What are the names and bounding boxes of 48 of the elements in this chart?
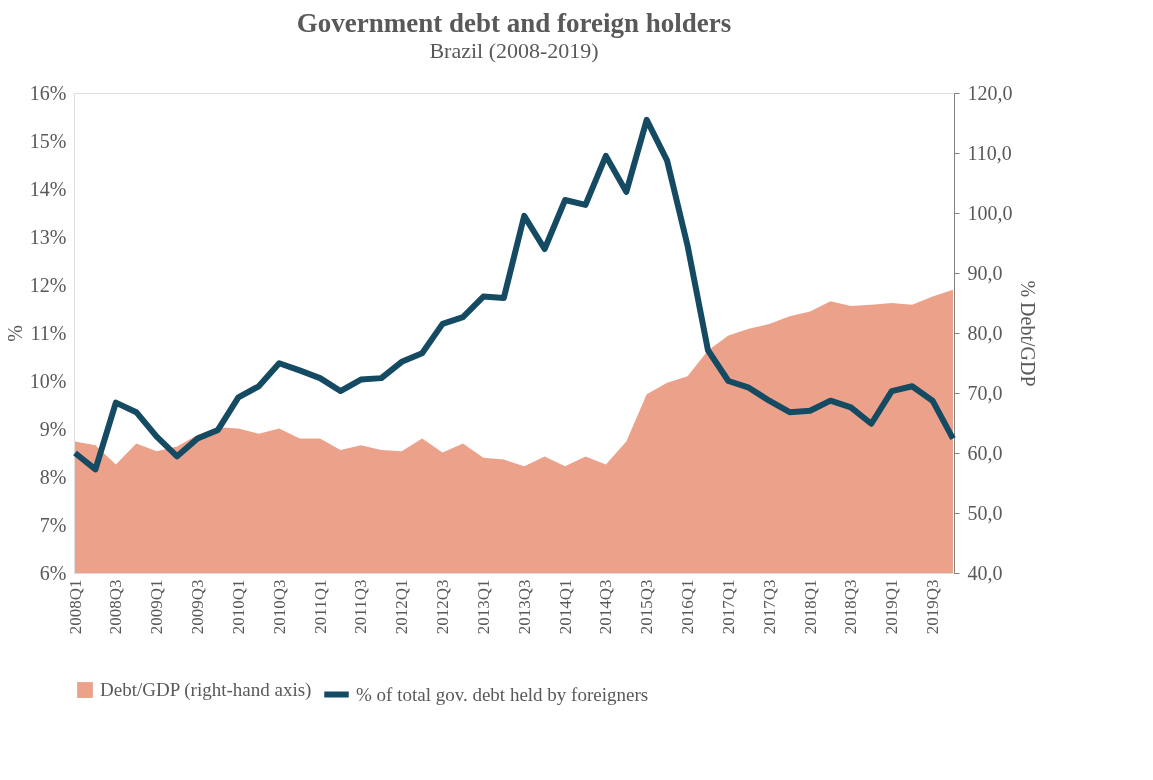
x-tick-label: 2017Q3 xyxy=(759,579,779,635)
x-tick-label: 2009Q3 xyxy=(188,579,208,635)
x-tick-label: 2013Q1 xyxy=(473,579,493,635)
y2-tick-label: 40,0 xyxy=(967,561,1003,584)
y-tick-label: 10% xyxy=(29,369,67,392)
y-tick-label: 12% xyxy=(29,273,67,296)
x-tick-label: 2011Q3 xyxy=(351,579,371,634)
y-tick-label: 13% xyxy=(29,225,67,248)
y2-tick-label: 100,0 xyxy=(967,201,1013,224)
x-tick-label: 2009Q1 xyxy=(147,579,167,635)
y2-tick-label: 110,0 xyxy=(967,141,1012,164)
x-tick-label: 2018Q1 xyxy=(800,579,820,635)
legend-label: % of total gov. debt held by foreigners xyxy=(356,683,649,705)
y-tick-label: 9% xyxy=(39,417,67,440)
x-tick-label: 2008Q3 xyxy=(106,579,126,635)
x-tick-label: 2016Q1 xyxy=(678,579,698,635)
y2-tick-label: 80,0 xyxy=(967,321,1003,344)
y2-tick-label: 120,0 xyxy=(967,81,1013,104)
x-tick-label: 2011Q1 xyxy=(310,579,330,634)
chart-title: Government debt and foreign holders xyxy=(296,8,732,38)
y-tick-label: 15% xyxy=(29,129,67,152)
x-tick-label: 2010Q1 xyxy=(228,579,248,635)
x-tick-label: 2015Q3 xyxy=(637,579,657,635)
x-tick-label: 2019Q1 xyxy=(882,579,902,635)
y-tick-label: 6% xyxy=(39,561,67,584)
y2-tick-label: 50,0 xyxy=(967,501,1003,524)
x-tick-label: 2019Q3 xyxy=(923,579,943,635)
y-tick-label: 8% xyxy=(39,465,67,488)
x-tick-label: 2008Q1 xyxy=(65,579,85,635)
x-tick-label: 2017Q1 xyxy=(718,579,738,635)
x-tick-label: 2010Q3 xyxy=(269,579,289,635)
y2-tick-label: 60,0 xyxy=(967,441,1003,464)
y-tick-label: 14% xyxy=(29,177,67,200)
chart-subtitle: Brazil (2008-2019) xyxy=(429,38,599,63)
y-tick-label: 16% xyxy=(29,81,67,104)
x-tick-label: 2018Q3 xyxy=(841,579,861,635)
y2-tick-label: 90,0 xyxy=(967,261,1003,284)
x-tick-label: 2014Q1 xyxy=(555,579,575,635)
y2-axis-title: % Debt/GDP xyxy=(1016,280,1039,387)
x-tick-label: 2012Q3 xyxy=(433,579,453,635)
legend-label: Debt/GDP (right-hand axis) xyxy=(100,679,312,701)
x-tick-label: 2013Q3 xyxy=(514,579,534,635)
y-tick-label: 7% xyxy=(39,513,67,536)
x-tick-label: 2012Q1 xyxy=(392,579,412,635)
y-tick-label: 11% xyxy=(30,321,67,344)
y-axis-title: % xyxy=(3,325,26,342)
y2-tick-label: 70,0 xyxy=(967,381,1003,404)
x-tick-label: 2014Q3 xyxy=(596,579,616,635)
